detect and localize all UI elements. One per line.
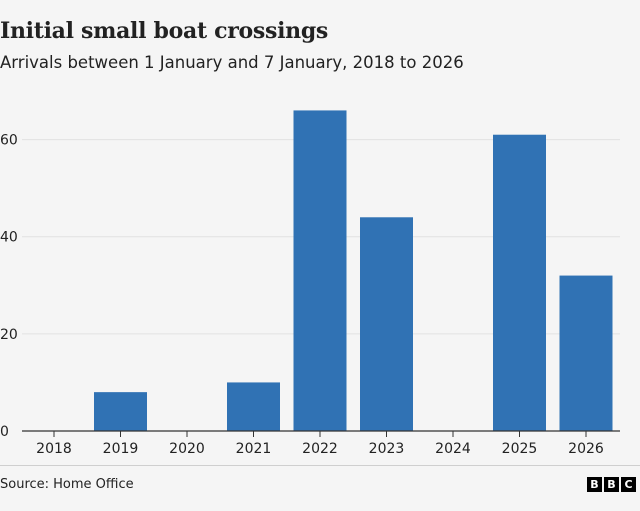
x-axis-ticks: 2018 2019 2020 2021 2022 2023 2024 2025 2026 bbox=[36, 431, 604, 457]
bars bbox=[94, 110, 613, 431]
bbc-logo: B B C bbox=[587, 477, 636, 492]
y-axis-ticks: 0 20 40 60 bbox=[0, 133, 18, 440]
x-tick-label: 2022 bbox=[302, 441, 338, 457]
chart-subtitle: Arrivals between 1 January and 7 January… bbox=[0, 53, 464, 72]
y-tick-label: 0 bbox=[0, 424, 9, 440]
bar-2021 bbox=[227, 382, 280, 431]
bar-2019 bbox=[94, 392, 147, 431]
x-tick-label: 2019 bbox=[103, 441, 139, 457]
x-tick-label: 2018 bbox=[36, 441, 72, 457]
x-tick-label: 2023 bbox=[369, 441, 405, 457]
x-tick-label: 2021 bbox=[236, 441, 272, 457]
bbc-logo-letter: B bbox=[604, 477, 619, 492]
y-tick-label: 40 bbox=[0, 230, 18, 246]
y-tick-label: 20 bbox=[0, 327, 18, 343]
footer-divider bbox=[0, 465, 640, 466]
bar-2026 bbox=[559, 275, 613, 431]
bbc-logo-letter: B bbox=[587, 477, 602, 492]
x-tick-label: 2024 bbox=[435, 441, 471, 457]
x-tick-label: 2020 bbox=[169, 441, 205, 457]
x-tick-label: 2026 bbox=[568, 441, 604, 457]
x-tick-label: 2025 bbox=[502, 441, 538, 457]
bar-2023 bbox=[360, 217, 413, 431]
bar-2025 bbox=[493, 134, 546, 431]
bbc-logo-letter: C bbox=[621, 477, 636, 492]
chart-title: Initial small boat crossings bbox=[0, 18, 329, 44]
source-note: Source: Home Office bbox=[0, 477, 134, 492]
bar-chart: 0 20 40 60 2018 2019 2020 2021 2022 2023 2024 2025… bbox=[0, 110, 620, 457]
bar-2022 bbox=[293, 110, 347, 431]
y-tick-label: 60 bbox=[0, 133, 18, 149]
